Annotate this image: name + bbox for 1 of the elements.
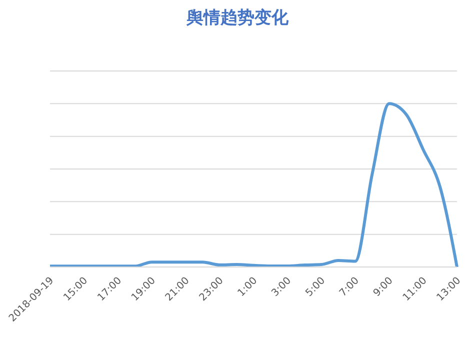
chart-title: 舆情趋势变化 bbox=[186, 7, 290, 29]
